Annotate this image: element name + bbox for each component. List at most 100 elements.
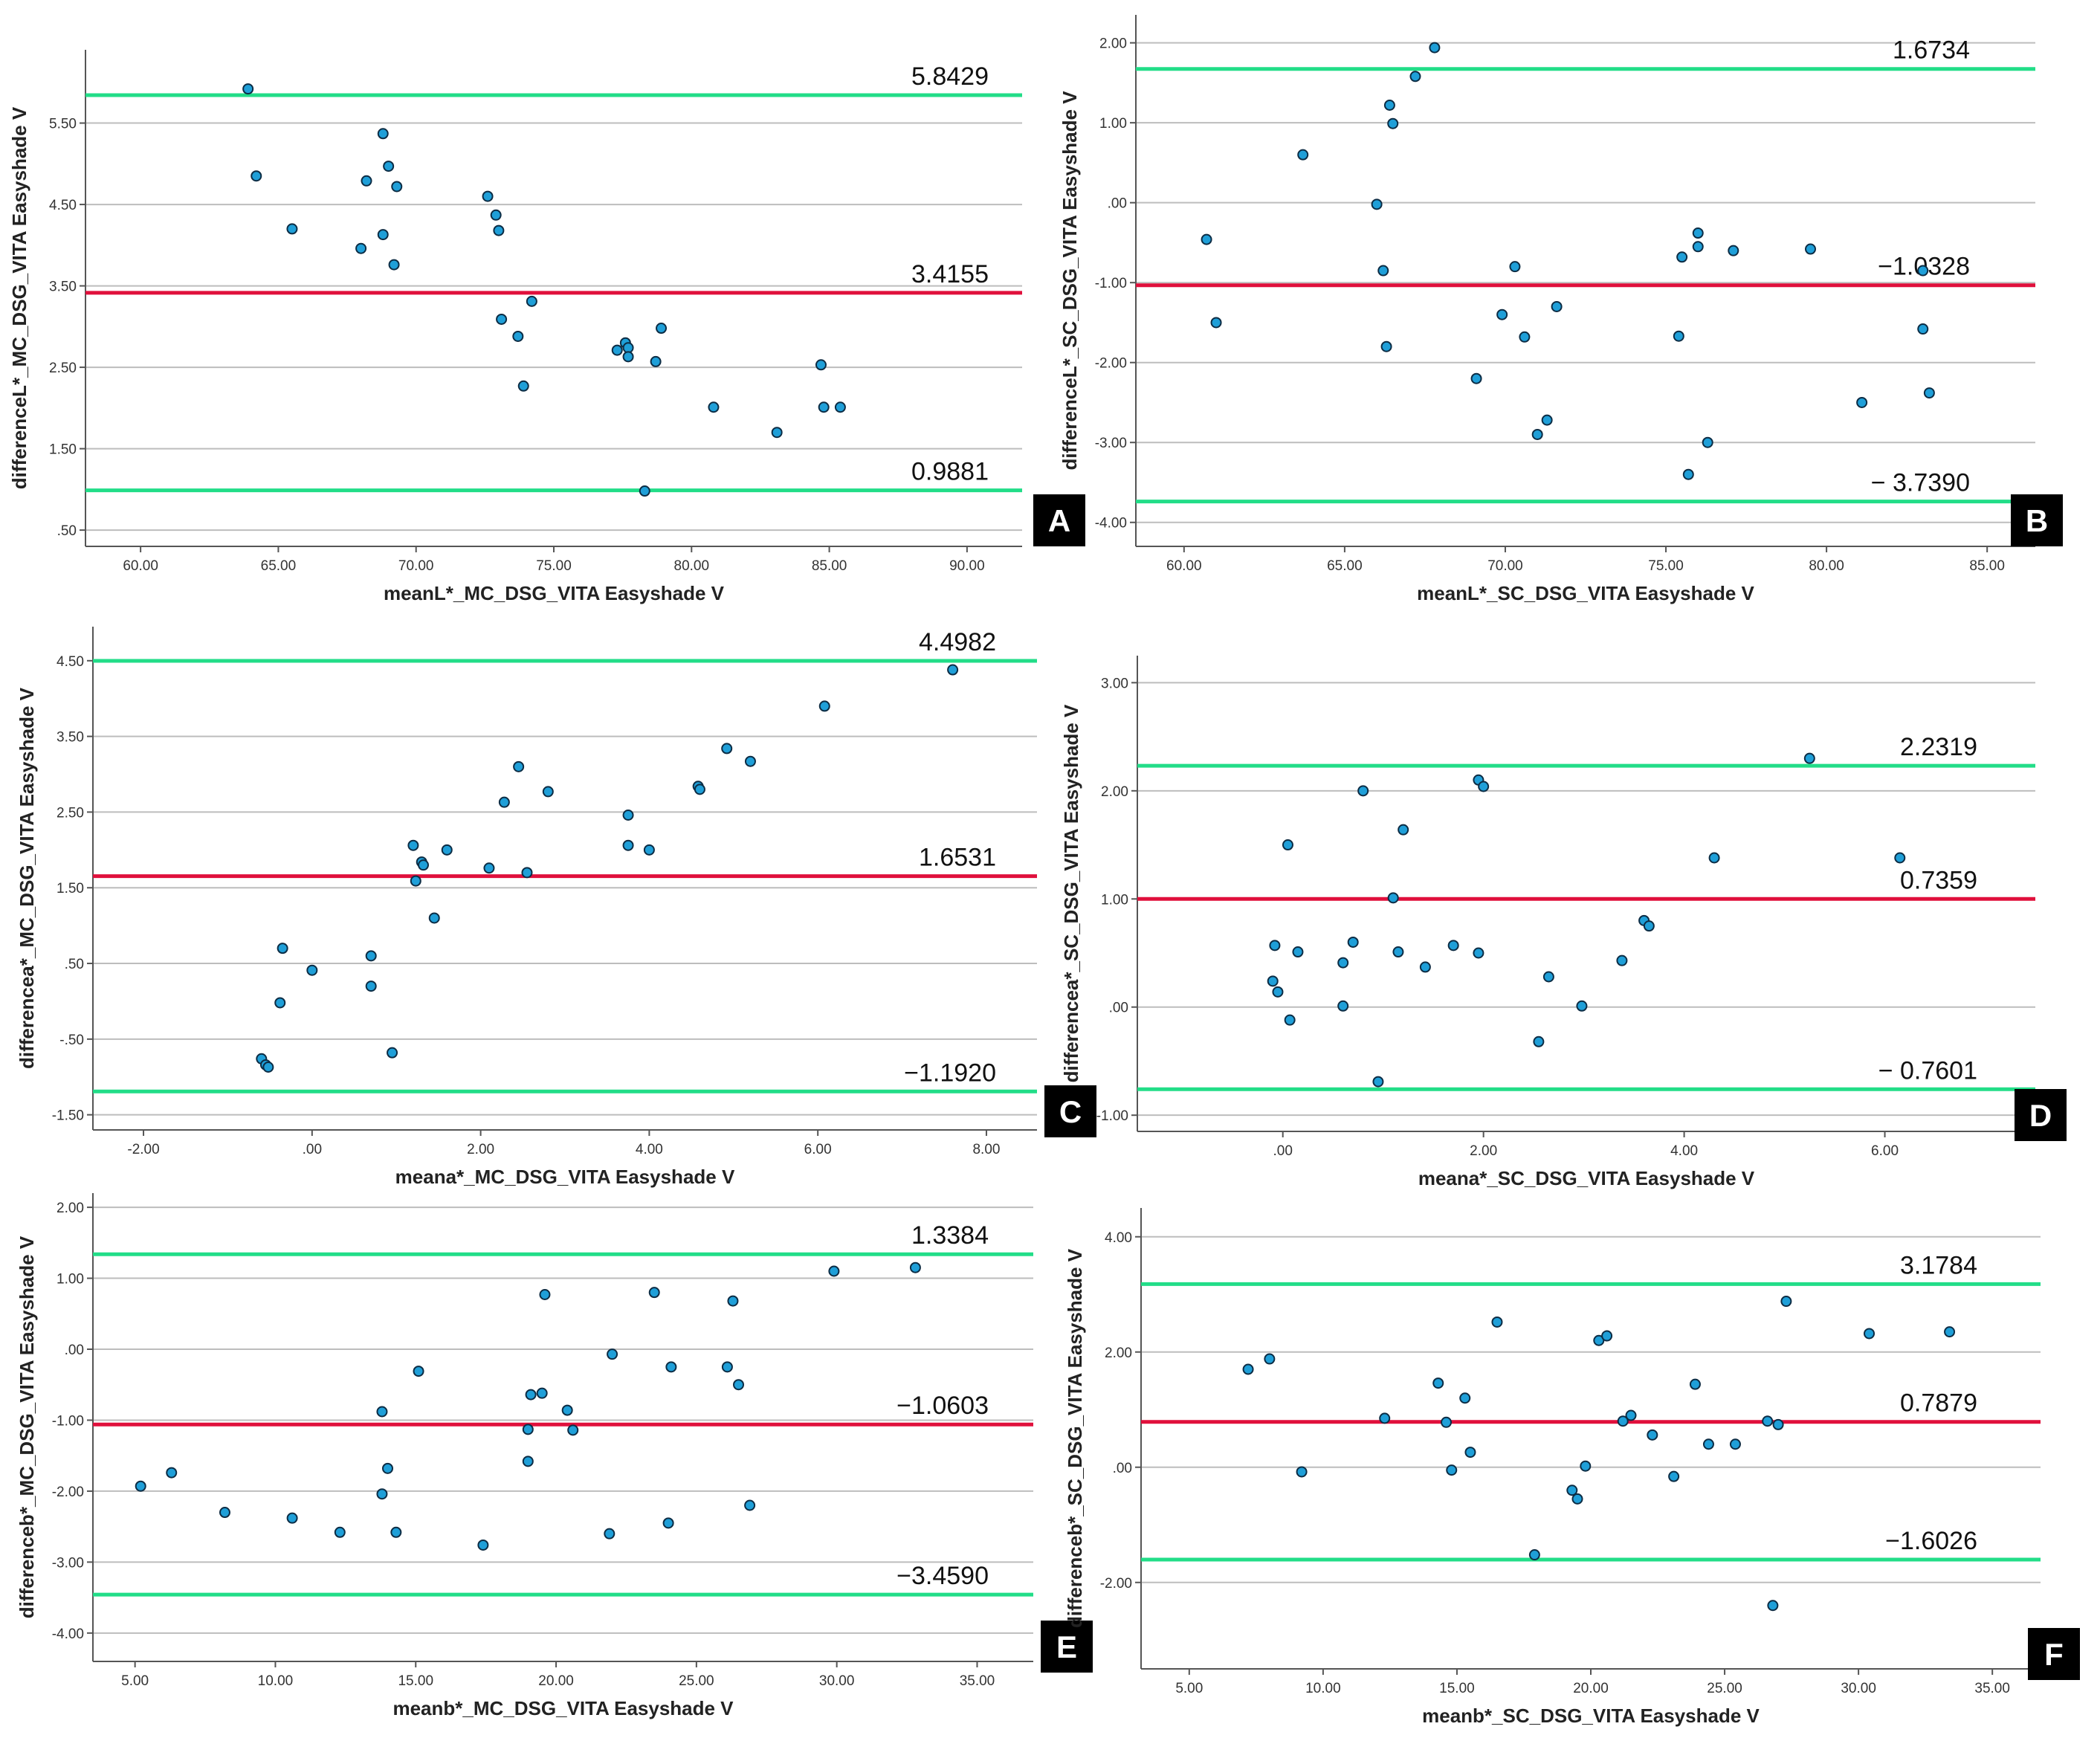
y-axis-title: differencea*_MC_DSG_VITA Easyshade V	[16, 687, 38, 1069]
data-point	[383, 161, 395, 172]
data-point	[306, 964, 318, 976]
y-tick-label: 2.00	[56, 1201, 84, 1216]
data-point	[771, 427, 783, 439]
data-point	[1542, 971, 1554, 983]
reference-label-upper: 1.6734	[1893, 36, 1970, 65]
data-point	[483, 862, 495, 874]
y-tick-label: -2.00	[52, 1485, 84, 1500]
data-point	[334, 1526, 346, 1538]
data-point	[1379, 1412, 1391, 1424]
data-point	[567, 1424, 579, 1436]
data-point	[391, 181, 403, 193]
x-tick-label: 60.00	[123, 558, 158, 574]
x-tick-label: 5.00	[1175, 1681, 1203, 1696]
y-tick-label: 5.50	[49, 117, 77, 132]
reference-label-upper: 5.8429	[911, 62, 989, 91]
data-point	[522, 1456, 534, 1467]
x-tick-label: 35.00	[1974, 1681, 2010, 1696]
data-point	[1528, 1549, 1540, 1561]
data-point	[1805, 243, 1816, 255]
data-point	[1441, 1416, 1453, 1428]
panel-letter-box	[1044, 1085, 1096, 1137]
data-point	[1702, 1438, 1714, 1450]
data-point	[1728, 245, 1739, 256]
data-point	[1267, 975, 1279, 987]
y-tick-label: 2.00	[1105, 1346, 1132, 1361]
y-tick-label: 1.00	[1101, 892, 1128, 908]
data-point	[1894, 852, 1906, 864]
reference-label-mean: 3.4155	[911, 260, 989, 288]
reference-label-lower: −3.4590	[896, 1562, 989, 1590]
x-tick-label: 25.00	[1707, 1681, 1742, 1696]
data-point	[1392, 946, 1404, 958]
x-tick-label: 75.00	[536, 558, 572, 574]
data-point	[1692, 241, 1704, 253]
x-tick-label: .00	[1273, 1143, 1292, 1159]
data-point	[1673, 330, 1684, 342]
panel-letter: B	[2026, 503, 2048, 538]
y-tick-label: .50	[57, 523, 77, 539]
reference-label-lower: − 0.7601	[1878, 1056, 1977, 1085]
y-tick-label: 2.00	[1099, 36, 1127, 52]
data-point	[477, 1539, 489, 1551]
data-point	[517, 380, 529, 392]
data-point	[251, 170, 262, 182]
x-tick-label: .00	[303, 1142, 322, 1157]
data-point	[1347, 936, 1359, 948]
data-point	[818, 700, 830, 712]
data-point	[1767, 1600, 1779, 1612]
x-tick-label: 70.00	[398, 558, 434, 574]
data-point	[1459, 1392, 1471, 1404]
data-point	[1409, 71, 1421, 83]
data-point	[219, 1507, 230, 1519]
x-tick-label: 2.00	[467, 1142, 494, 1157]
data-point	[1676, 251, 1688, 263]
x-tick-label: 2.00	[1470, 1143, 1497, 1159]
x-tick-label: 30.00	[819, 1673, 855, 1689]
data-point	[1447, 940, 1459, 952]
data-point	[1647, 1429, 1658, 1441]
x-tick-label: 10.00	[258, 1673, 294, 1689]
data-point	[365, 981, 377, 992]
data-point	[694, 784, 705, 795]
x-axis-title: meanb*_MC_DSG_VITA Easyshade V	[392, 1697, 734, 1719]
data-point	[1357, 785, 1369, 797]
data-point	[1371, 198, 1383, 210]
data-point	[522, 1424, 534, 1435]
data-point	[536, 1387, 548, 1399]
data-point	[1387, 117, 1399, 129]
x-tick-label: 80.00	[1809, 558, 1844, 574]
data-point	[1337, 1000, 1349, 1012]
data-point	[1380, 340, 1392, 352]
data-point	[1446, 1464, 1458, 1476]
y-tick-label: .00	[1109, 1001, 1128, 1016]
y-tick-label: -.50	[59, 1033, 84, 1048]
y-tick-label: -4.00	[52, 1626, 84, 1642]
data-point	[1372, 1076, 1384, 1088]
data-point	[1478, 781, 1490, 792]
data-point	[482, 190, 494, 202]
data-point	[639, 485, 650, 497]
y-tick-label: -1.00	[1096, 1108, 1128, 1124]
data-point	[512, 330, 524, 342]
data-point	[1917, 323, 1929, 335]
data-point	[1803, 752, 1815, 764]
data-point	[355, 242, 367, 254]
data-point	[407, 839, 419, 851]
x-tick-label: 15.00	[1439, 1681, 1475, 1696]
panel-letter-box	[2028, 1628, 2080, 1680]
reference-label-upper: 2.2319	[1900, 733, 1977, 761]
reference-label-mean: −1.0603	[896, 1392, 989, 1420]
data-point	[721, 743, 733, 755]
data-point	[643, 844, 655, 856]
y-tick-label: 1.50	[56, 881, 84, 897]
x-axis-title: meana*_MC_DSG_VITA Easyshade V	[395, 1166, 735, 1188]
y-tick-label: -3.00	[52, 1555, 84, 1571]
data-point	[361, 175, 372, 187]
panel-letter: F	[2044, 1637, 2064, 1672]
data-point	[744, 755, 756, 767]
data-point	[1692, 227, 1704, 239]
data-point	[1533, 1036, 1545, 1047]
data-point	[1398, 824, 1409, 836]
